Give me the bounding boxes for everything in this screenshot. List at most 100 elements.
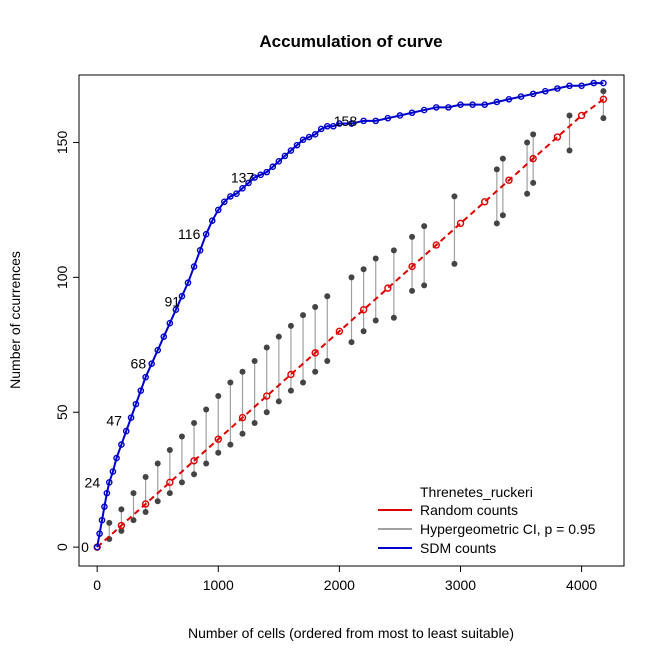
x-tick-label: 3000: [445, 577, 476, 593]
sdm-counts-point: [396, 112, 404, 119]
ci-upper-point: [566, 112, 573, 119]
random-counts-point: [287, 370, 295, 379]
sdm-counts-point: [227, 193, 234, 200]
ci-upper-point: [324, 293, 331, 300]
sdm-counts-point: [541, 87, 549, 95]
x-tick-label: 1000: [203, 577, 234, 593]
ci-lower-point: [451, 260, 458, 267]
ci-lower-point: [118, 527, 125, 534]
ci-lower-point: [300, 379, 307, 386]
sdm-counts-point: [269, 163, 277, 171]
ci-upper-point: [239, 368, 246, 375]
sdm-counts-point: [432, 104, 440, 111]
ci-upper-point: [524, 139, 531, 146]
ci-lower-point: [372, 317, 379, 324]
sdm-counts-point: [299, 136, 307, 144]
count-annotation: 68: [131, 356, 147, 372]
random-counts-point: [432, 241, 440, 249]
random-counts-point: [214, 435, 222, 443]
ci-upper-point: [312, 304, 319, 311]
sdm-counts-point: [154, 346, 162, 354]
ci-lower-point: [390, 314, 397, 321]
sdm-counts-point: [118, 441, 125, 448]
sdm-counts-point: [317, 125, 325, 133]
ci-upper-point: [142, 473, 149, 480]
sdm-counts-point: [190, 263, 198, 270]
ci-upper-point: [130, 490, 137, 497]
count-annotation: 47: [106, 412, 122, 428]
sdm-counts-point: [214, 206, 222, 214]
legend-label-ci: Hypergeometric CI, p = 0.95: [420, 521, 596, 537]
count-annotation: 137: [231, 170, 255, 186]
ci-upper-point: [348, 274, 355, 281]
ci-upper-point: [530, 131, 537, 138]
sdm-counts-point: [103, 489, 111, 497]
sdm-counts-point: [281, 152, 289, 160]
ci-lower-point: [130, 517, 137, 524]
sdm-counts-point: [105, 479, 113, 486]
ci-lower-point: [360, 328, 367, 335]
sdm-counts-point: [98, 516, 106, 524]
ci-upper-point: [300, 312, 307, 319]
random-counts-point: [456, 219, 465, 228]
ci-upper-point: [191, 420, 198, 427]
sdm-counts-point: [408, 109, 416, 117]
sdm-counts-point: [101, 503, 108, 510]
legend: Threnetes_ruckeri Random counts Hypergeo…: [378, 484, 596, 556]
random-counts-point: [141, 500, 150, 508]
count-annotation: 24: [85, 474, 101, 490]
sdm-counts-point: [287, 147, 295, 154]
random-counts-point: [166, 478, 174, 487]
sdm-counts-point: [305, 133, 313, 141]
sdm-counts-point: [457, 101, 464, 108]
ci-upper-point: [451, 193, 458, 200]
random-counts-point: [577, 111, 586, 120]
ci-upper-point: [227, 379, 234, 386]
ci-lower-point: [421, 282, 428, 289]
sdm-counts-point: [263, 168, 271, 176]
random-counts-point: [117, 521, 126, 530]
sdm-counts-point: [122, 427, 130, 435]
sdm-counts-point: [221, 198, 228, 206]
random-counts-point: [553, 133, 562, 141]
sdm-counts-point: [233, 190, 240, 198]
ci-lower-point: [312, 368, 319, 375]
sdm-counts-point: [148, 360, 155, 367]
sdm-counts-point: [566, 82, 573, 90]
sdm-counts-point: [348, 120, 355, 127]
sdm-counts-point: [251, 174, 258, 181]
sdm-counts-point: [578, 82, 585, 90]
sdm-counts-point: [505, 95, 513, 103]
random-counts-point: [408, 262, 416, 271]
ci-upper-point: [287, 322, 294, 329]
ci-lower-point: [566, 147, 573, 154]
ci-lower-point: [348, 339, 355, 346]
sdm-counts-point: [208, 217, 216, 224]
ci-upper-point: [421, 223, 428, 230]
sdm-counts-point: [172, 306, 180, 314]
chart-title: Accumulation of curve: [259, 32, 442, 51]
sdm-counts-point: [600, 79, 607, 87]
ci-lower-point: [263, 409, 270, 416]
sdm-counts-point: [554, 85, 561, 92]
x-axis-label: Number of cells (ordered from most to le…: [188, 625, 514, 641]
ci-lower-point: [191, 471, 198, 478]
x-tick-label: 4000: [566, 577, 597, 593]
random-counts-point: [263, 392, 271, 400]
ci-lower-point: [203, 460, 210, 467]
ci-upper-point: [106, 519, 113, 526]
sdm-counts-point: [245, 179, 252, 187]
legend-label-random: Random counts: [420, 502, 518, 518]
sdm-counts-point: [142, 373, 149, 381]
sdm-counts-point: [132, 400, 140, 408]
ci-upper-point: [263, 344, 270, 351]
random-counts-point: [311, 349, 319, 357]
ci-lower-point: [154, 498, 161, 505]
ci-band: [106, 88, 607, 543]
sdm-counts-point: [113, 454, 120, 462]
sdm-counts-point: [529, 90, 537, 98]
plot-area-border: [78, 74, 625, 567]
sdm-counts-point: [109, 468, 117, 475]
ci-lower-point: [227, 441, 234, 448]
sdm-counts-series: [93, 79, 607, 551]
